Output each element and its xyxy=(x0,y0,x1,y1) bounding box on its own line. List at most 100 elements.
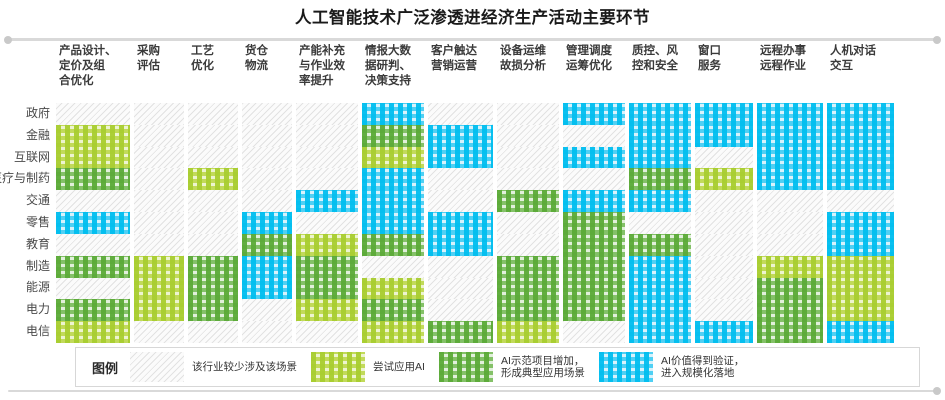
heatmap-cell[interactable] xyxy=(757,124,823,147)
heatmap-cell[interactable] xyxy=(695,146,753,169)
heatmap-cell[interactable] xyxy=(134,190,184,213)
heatmap-cell[interactable] xyxy=(827,255,894,278)
heatmap-cell[interactable] xyxy=(296,168,358,191)
heatmap-cell[interactable] xyxy=(56,103,130,125)
heatmap-cell[interactable] xyxy=(362,103,424,125)
heatmap-cell[interactable] xyxy=(362,168,424,191)
heatmap-cell[interactable] xyxy=(757,168,823,191)
heatmap-cell[interactable] xyxy=(695,212,753,234)
heatmap-cell[interactable] xyxy=(296,190,358,213)
heatmap-cell[interactable] xyxy=(827,233,894,256)
heatmap-cell[interactable] xyxy=(563,233,625,256)
heatmap-cell[interactable] xyxy=(757,103,823,125)
heatmap-cell[interactable] xyxy=(134,321,184,343)
heatmap-cell[interactable] xyxy=(296,212,358,234)
heatmap-cell[interactable] xyxy=(296,277,358,300)
heatmap-cell[interactable] xyxy=(563,103,625,125)
heatmap-cell[interactable] xyxy=(56,190,130,213)
heatmap-cell[interactable] xyxy=(188,146,238,169)
heatmap-cell[interactable] xyxy=(188,321,238,343)
heatmap-cell[interactable] xyxy=(563,277,625,300)
heatmap-cell[interactable] xyxy=(695,103,753,125)
heatmap-cell[interactable] xyxy=(629,168,691,191)
heatmap-cell[interactable] xyxy=(629,146,691,169)
heatmap-cell[interactable] xyxy=(242,190,292,213)
heatmap-cell[interactable] xyxy=(296,103,358,125)
heatmap-cell[interactable] xyxy=(134,124,184,147)
heatmap-cell[interactable] xyxy=(563,168,625,191)
heatmap-cell[interactable] xyxy=(428,146,493,169)
heatmap-cell[interactable] xyxy=(56,233,130,256)
heatmap-cell[interactable] xyxy=(497,190,559,213)
heatmap-cell[interactable] xyxy=(296,299,358,322)
heatmap-cell[interactable] xyxy=(188,277,238,300)
heatmap-cell[interactable] xyxy=(695,277,753,300)
heatmap-cell[interactable] xyxy=(827,190,894,213)
heatmap-cell[interactable] xyxy=(134,255,184,278)
heatmap-cell[interactable] xyxy=(629,212,691,234)
heatmap-cell[interactable] xyxy=(134,212,184,234)
heatmap-cell[interactable] xyxy=(563,212,625,234)
heatmap-cell[interactable] xyxy=(695,190,753,213)
heatmap-cell[interactable] xyxy=(188,299,238,322)
heatmap-cell[interactable] xyxy=(428,277,493,300)
heatmap-cell[interactable] xyxy=(296,124,358,147)
heatmap-cell[interactable] xyxy=(629,321,691,343)
heatmap-cell[interactable] xyxy=(563,124,625,147)
heatmap-cell[interactable] xyxy=(629,299,691,322)
heatmap-cell[interactable] xyxy=(428,168,493,191)
heatmap-cell[interactable] xyxy=(362,146,424,169)
heatmap-cell[interactable] xyxy=(497,212,559,234)
heatmap-cell[interactable] xyxy=(695,299,753,322)
heatmap-cell[interactable] xyxy=(757,146,823,169)
heatmap-cell[interactable] xyxy=(428,255,493,278)
heatmap-cell[interactable] xyxy=(362,212,424,234)
heatmap-cell[interactable] xyxy=(242,321,292,343)
heatmap-cell[interactable] xyxy=(428,299,493,322)
heatmap-cell[interactable] xyxy=(362,124,424,147)
heatmap-cell[interactable] xyxy=(296,255,358,278)
heatmap-cell[interactable] xyxy=(56,277,130,300)
heatmap-cell[interactable] xyxy=(827,124,894,147)
heatmap-cell[interactable] xyxy=(497,233,559,256)
heatmap-cell[interactable] xyxy=(827,212,894,234)
heatmap-cell[interactable] xyxy=(242,277,292,300)
heatmap-cell[interactable] xyxy=(563,190,625,213)
heatmap-cell[interactable] xyxy=(242,124,292,147)
heatmap-cell[interactable] xyxy=(827,146,894,169)
heatmap-cell[interactable] xyxy=(428,103,493,125)
heatmap-cell[interactable] xyxy=(757,190,823,213)
heatmap-cell[interactable] xyxy=(629,103,691,125)
heatmap-cell[interactable] xyxy=(134,277,184,300)
heatmap-cell[interactable] xyxy=(563,299,625,322)
heatmap-cell[interactable] xyxy=(134,168,184,191)
heatmap-cell[interactable] xyxy=(827,103,894,125)
heatmap-cell[interactable] xyxy=(497,168,559,191)
heatmap-cell[interactable] xyxy=(757,212,823,234)
heatmap-cell[interactable] xyxy=(134,146,184,169)
heatmap-cell[interactable] xyxy=(296,321,358,343)
heatmap-cell[interactable] xyxy=(757,299,823,322)
heatmap-cell[interactable] xyxy=(362,299,424,322)
heatmap-cell[interactable] xyxy=(695,321,753,343)
heatmap-cell[interactable] xyxy=(188,212,238,234)
heatmap-cell[interactable] xyxy=(362,190,424,213)
heatmap-cell[interactable] xyxy=(497,103,559,125)
heatmap-cell[interactable] xyxy=(242,233,292,256)
heatmap-cell[interactable] xyxy=(296,233,358,256)
heatmap-cell[interactable] xyxy=(56,321,130,343)
heatmap-cell[interactable] xyxy=(428,124,493,147)
heatmap-cell[interactable] xyxy=(757,277,823,300)
heatmap-cell[interactable] xyxy=(428,190,493,213)
heatmap-cell[interactable] xyxy=(497,255,559,278)
heatmap-cell[interactable] xyxy=(56,124,130,147)
heatmap-cell[interactable] xyxy=(56,299,130,322)
heatmap-cell[interactable] xyxy=(695,124,753,147)
heatmap-cell[interactable] xyxy=(362,277,424,300)
heatmap-cell[interactable] xyxy=(188,103,238,125)
heatmap-cell[interactable] xyxy=(188,233,238,256)
heatmap-cell[interactable] xyxy=(497,321,559,343)
heatmap-cell[interactable] xyxy=(428,233,493,256)
heatmap-cell[interactable] xyxy=(242,146,292,169)
heatmap-cell[interactable] xyxy=(56,212,130,234)
